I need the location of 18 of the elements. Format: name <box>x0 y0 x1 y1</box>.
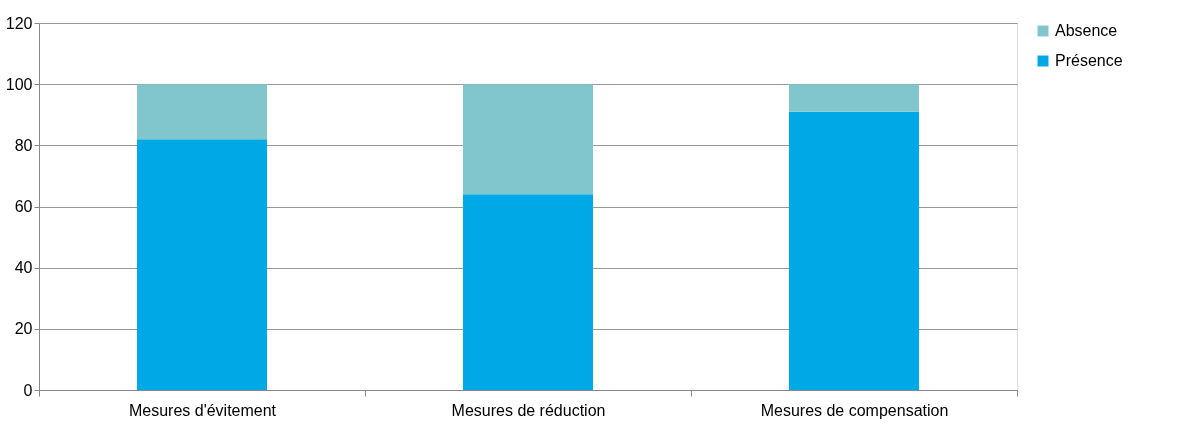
legend-label: Présence <box>1055 52 1123 69</box>
y-tick-label: 100 <box>5 75 33 93</box>
x-tick-label: Mesures de réduction <box>451 401 606 419</box>
y-tick-label: 40 <box>14 259 33 277</box>
x-tick-label: Mesures de compensation <box>760 401 949 419</box>
y-tick-label: 20 <box>14 320 33 338</box>
bar <box>463 84 593 195</box>
y-tick-label: 60 <box>14 198 33 215</box>
bar <box>789 111 919 390</box>
y-tick-label: 0 <box>23 381 33 399</box>
y-tick-label: 120 <box>5 14 33 32</box>
bar <box>137 84 267 140</box>
x-tick-label: Mesures d'évitement <box>128 401 277 419</box>
bar <box>789 84 919 112</box>
bar <box>463 194 593 390</box>
legend-label: Absence <box>1055 22 1118 39</box>
bar <box>137 139 267 390</box>
y-tick-label: 80 <box>14 136 33 154</box>
